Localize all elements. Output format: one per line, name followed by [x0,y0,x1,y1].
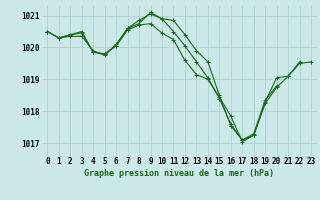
X-axis label: Graphe pression niveau de la mer (hPa): Graphe pression niveau de la mer (hPa) [84,169,274,178]
